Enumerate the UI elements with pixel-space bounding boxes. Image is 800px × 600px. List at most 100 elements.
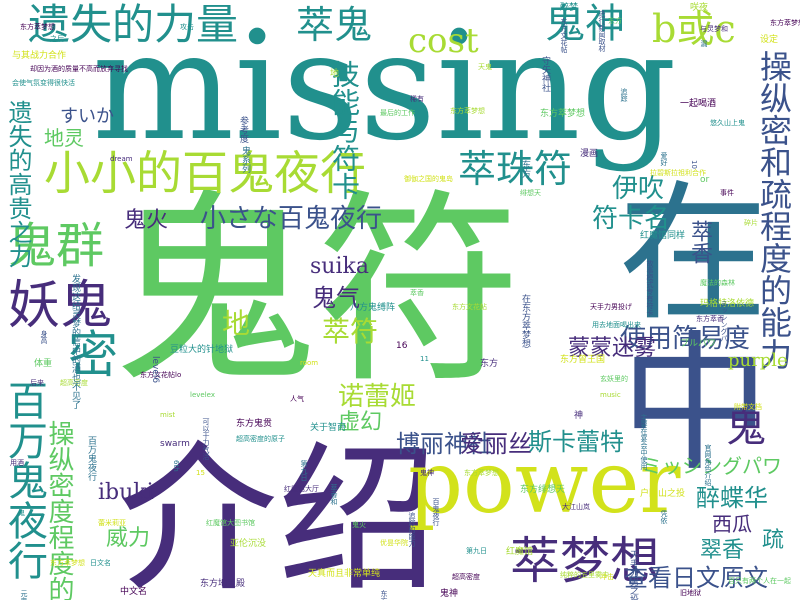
word-fukaming: 符卡名	[592, 204, 671, 234]
tiny-word: 东方萃梦想	[770, 19, 800, 27]
tiny-word: 关于智商	[310, 423, 347, 433]
tiny-word: 红魔馆大图书馆	[206, 519, 255, 527]
word-mengmeng: 蒙蒙迷雾	[568, 336, 657, 361]
tiny-word: 东方	[520, 160, 530, 178]
word-ailisi: 爱丽丝	[460, 430, 532, 458]
tiny-word: 追踪的能力	[408, 512, 416, 547]
tiny-word: 鬼神	[420, 469, 434, 477]
tiny-word: 纯粹的五里雾中	[560, 571, 609, 579]
tiny-word: 醉梦	[560, 3, 579, 13]
word-nuoleiji: 诺蕾姬	[338, 382, 417, 412]
tiny-word: 大江山岚	[562, 503, 590, 511]
tiny-word: 百只有两个人在一起	[728, 577, 791, 585]
word-suika: suika	[310, 254, 369, 279]
word-million-parade: 百万鬼夜行	[1, 380, 47, 580]
word-caozong-right: 操纵密和疏程度的能力	[755, 50, 793, 370]
tiny-word: 东方萃梦想	[464, 469, 499, 477]
word-chakan: 查看日文原文	[624, 564, 768, 592]
tiny-word: 优昙华院	[380, 539, 408, 547]
tiny-word: 第九日	[466, 547, 487, 555]
tiny-word: 东方萃梦想	[20, 23, 55, 31]
tiny-word: 可以干力气活	[202, 418, 210, 460]
tiny-word: 玛格特洛依德	[700, 299, 755, 309]
word-zuidiehua: 醉蝶华	[696, 484, 768, 512]
word-b-or-c: b或c	[652, 7, 736, 51]
word-guiqi: 鬼气	[312, 284, 360, 312]
tiny-word: 东方文花帖lo	[140, 371, 182, 379]
tiny-word: 15	[196, 469, 205, 477]
word-cuixiang-v: 萃香	[687, 220, 712, 264]
word-suika-kana: すいか	[60, 106, 114, 127]
tiny-word: ミッシングパ	[720, 300, 728, 342]
word-caozong-left: 操纵密度程度的能力	[44, 420, 74, 600]
tiny-word: 玄妖里的	[600, 375, 628, 383]
tiny-word: 地	[330, 69, 340, 79]
tiny-word: 后来	[30, 379, 44, 387]
tiny-word: 会使气氛变得很快活	[12, 79, 75, 87]
word-skill-card: 技能与符卡	[328, 60, 361, 200]
tiny-word: 中文名	[120, 587, 148, 597]
word-cuigui: 萃鬼	[296, 3, 373, 47]
word-mi: 密	[68, 326, 118, 384]
word-weili: 威力	[106, 526, 151, 551]
tiny-word: 附带文档	[734, 403, 762, 411]
tiny-word: 参考度	[238, 116, 248, 143]
tiny-word: 御伽之国的鬼岛	[404, 175, 453, 183]
tiny-word: music	[600, 391, 621, 399]
tiny-word: 稀有	[410, 95, 424, 103]
word-misshingu: ミッシングパワ	[642, 454, 782, 478]
tiny-word: 旧地狱	[680, 589, 701, 597]
word-zai: 在	[618, 168, 769, 342]
tiny-word: 碎片	[744, 219, 758, 227]
word-boli: 博丽神社	[396, 430, 492, 458]
tiny-word: 东方	[480, 359, 499, 369]
tiny-word: 超高密度	[60, 379, 88, 387]
tiny-word: 16	[396, 341, 408, 351]
word-ibuki-en: ibuki	[98, 480, 154, 505]
word-purple: purple	[728, 350, 788, 371]
tiny-word: 神	[574, 411, 584, 421]
word-ibuki: 伊吹	[612, 174, 665, 204]
tiny-word: 与灵梦和	[700, 25, 728, 33]
tiny-word: 百万鬼夜行	[86, 436, 96, 481]
tiny-word: 魔法的森林	[700, 279, 735, 287]
tiny-word: 东方鬼贯	[236, 419, 273, 429]
word-cuifu: 萃符	[322, 315, 379, 348]
tiny-word: 人气	[290, 395, 304, 403]
tiny-word: 萃香和	[330, 484, 338, 505]
tiny-word: dream	[110, 155, 133, 163]
tiny-word: 凭依	[660, 510, 668, 524]
tiny-word: 户隐山之投	[640, 489, 686, 499]
word-chiisana: 小さな百鬼夜行	[200, 204, 383, 234]
tiny-word: 鬼火	[352, 521, 366, 529]
tiny-word: 绯想天	[520, 189, 541, 197]
tiny-word: 漫画	[580, 149, 599, 159]
tiny-word: 悠久山上鬼	[710, 119, 745, 127]
word-shiyong: 使用简易度	[620, 324, 751, 354]
word-gui: 鬼	[726, 405, 766, 451]
word-shu: 疏	[762, 528, 785, 553]
tiny-word: プルパワ	[680, 339, 717, 349]
tiny-word: 超高密度	[452, 573, 480, 581]
word-shugua: 西瓜	[712, 512, 752, 536]
tiny-word: 身高	[40, 330, 48, 344]
word-diling: 地灵	[44, 126, 84, 150]
tiny-word: 拉碧斯拉祖利合作	[650, 169, 706, 177]
tiny-word: 亚伦沉没	[230, 539, 267, 549]
tiny-word: 事件	[720, 189, 734, 197]
tiny-word: 漏	[700, 40, 708, 47]
tiny-word: levelex	[190, 391, 215, 399]
tiny-word: 进行新闻取材	[598, 10, 606, 52]
tiny-word: 天真而且非常单纯	[308, 569, 381, 579]
word-power: power	[408, 433, 681, 533]
word-kifu: 鬼符	[112, 173, 522, 411]
tiny-word: 红魔馆	[506, 547, 534, 557]
tiny-word: 体重	[34, 359, 53, 369]
tiny-word: 主要在宴会中使用	[640, 414, 648, 470]
tiny-word: 攻击	[180, 23, 194, 31]
tiny-word: 11	[420, 355, 429, 363]
tiny-word: 咲夜	[690, 3, 709, 13]
tiny-word: 与其战力合作	[12, 51, 67, 61]
tiny-word: 百鬼夜行	[432, 498, 440, 526]
